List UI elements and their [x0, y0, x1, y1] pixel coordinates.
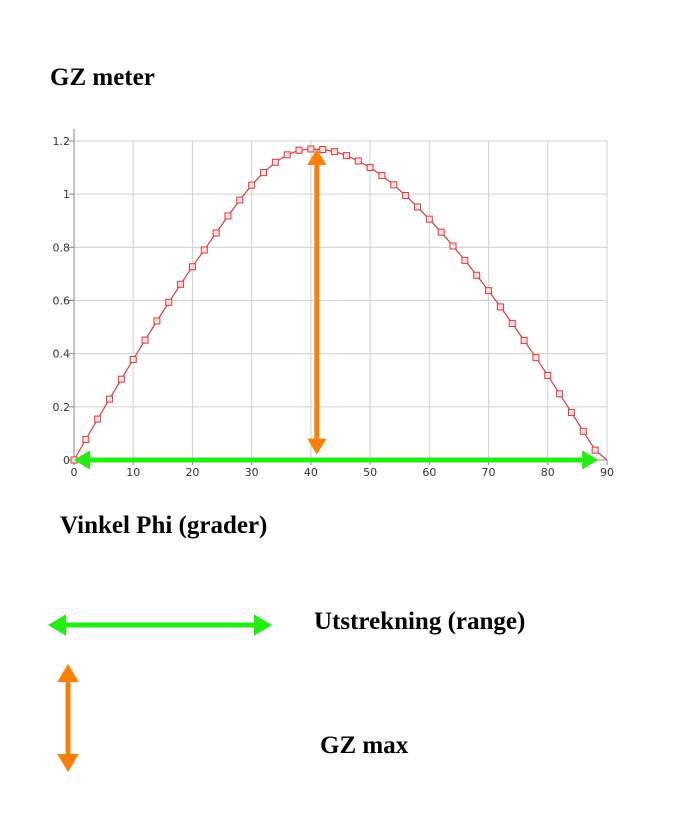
data-point — [307, 145, 315, 153]
data-point — [260, 169, 268, 177]
data-point — [425, 215, 433, 223]
y-tick-label: 0 — [63, 454, 70, 467]
x-tick-label: 40 — [304, 466, 318, 479]
y-tick-label: 1 — [63, 188, 70, 201]
x-tick-label: 30 — [245, 466, 259, 479]
data-point — [520, 336, 528, 344]
data-point — [82, 436, 90, 444]
data-point — [402, 191, 410, 199]
data-point — [271, 158, 279, 166]
legend-range-arrow — [48, 614, 272, 636]
data-point — [579, 427, 587, 435]
gz-curve-line — [73, 148, 608, 461]
x-axis-title: Vinkel Phi (grader) — [60, 512, 268, 539]
grid — [73, 140, 608, 461]
data-point — [508, 319, 516, 327]
y-tick-label: 0.8 — [53, 241, 71, 254]
axes: 0 10 20 30 40 50 60 70 80 90 0 0.2 0.4 0.6 0.8 1 1.2 — [53, 129, 614, 479]
data-point — [354, 157, 362, 165]
data-point — [224, 212, 232, 220]
gz-max-arrow — [307, 148, 327, 455]
data-point — [177, 280, 185, 288]
x-tick-label: 90 — [600, 466, 614, 479]
data-point — [117, 375, 125, 383]
data-point — [94, 415, 102, 423]
data-point — [567, 408, 575, 416]
data-point — [106, 395, 114, 403]
data-point — [449, 242, 457, 250]
data-point — [556, 390, 564, 398]
x-tick-label: 80 — [541, 466, 555, 479]
data-point — [295, 146, 303, 154]
data-point — [153, 317, 161, 325]
data-point — [129, 356, 137, 364]
data-point — [283, 151, 291, 159]
legend-range-label: Utstrekning (range) — [314, 608, 526, 635]
y-tick-label: 1.2 — [53, 135, 71, 148]
annotations — [74, 148, 599, 470]
gz-max-arrow-head-start — [307, 438, 327, 455]
data-point — [437, 228, 445, 236]
legend — [48, 614, 272, 772]
data-point — [532, 354, 540, 362]
legend-range-arrow-head-start — [48, 614, 66, 636]
legend-gzmax-arrow-head-start — [57, 664, 79, 682]
data-point — [319, 146, 327, 154]
data-point — [461, 256, 469, 264]
y-tick-label: 0.6 — [53, 295, 71, 308]
data-point — [390, 181, 398, 189]
data-point — [473, 271, 481, 279]
data-point — [331, 148, 339, 156]
data-point — [591, 446, 599, 454]
legend-gzmax-label: GZ max — [320, 732, 409, 759]
y-axis-title: GZ meter — [50, 64, 155, 91]
x-tick-label: 0 — [71, 466, 78, 479]
data-point — [366, 164, 374, 172]
data-point — [188, 263, 196, 271]
gz-max-arrow-head-end — [307, 148, 327, 165]
data-point — [236, 196, 244, 204]
series — [70, 145, 608, 464]
range-arrow-head-end — [582, 450, 599, 470]
data-point — [544, 371, 552, 379]
data-point — [212, 229, 220, 237]
data-point — [413, 203, 421, 211]
data-point — [248, 181, 256, 189]
range-arrow-head-start — [74, 450, 90, 470]
x-tick-label: 50 — [363, 466, 377, 479]
data-point — [342, 152, 350, 160]
x-tick-label: 20 — [185, 466, 199, 479]
x-tick-label: 60 — [422, 466, 436, 479]
y-tick-label: 0.2 — [53, 401, 71, 414]
legend-gzmax-arrow-head-end — [57, 754, 79, 772]
legend-range-arrow-head-end — [254, 614, 272, 636]
data-point — [165, 298, 173, 306]
data-point — [200, 246, 208, 254]
data-point — [496, 303, 504, 311]
x-tick-label: 10 — [126, 466, 140, 479]
data-point — [378, 172, 386, 180]
data-point — [141, 336, 149, 344]
range-arrow — [74, 450, 599, 470]
x-tick-label: 70 — [482, 466, 496, 479]
legend-gzmax-arrow — [57, 664, 79, 772]
data-point — [485, 287, 493, 295]
y-tick-label: 0.4 — [53, 348, 71, 361]
